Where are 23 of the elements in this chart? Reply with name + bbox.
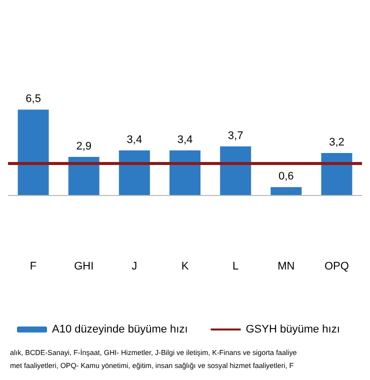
bar <box>321 152 352 195</box>
x-tick-label: J <box>132 260 138 272</box>
x-tick-label: L <box>232 260 239 272</box>
data-label: 6,5 <box>26 93 41 106</box>
data-label: 0,6 <box>278 170 294 183</box>
data-label: 3,7 <box>228 130 244 142</box>
x-tick-label: F <box>30 260 37 272</box>
bar <box>68 156 100 195</box>
legend-label: A10 düzeyinde büyüme hızı <box>52 324 188 336</box>
data-label: 3,4 <box>177 134 193 146</box>
x-tick-label: OPQ <box>324 260 350 272</box>
legend-label: GSYH büyüme hızı <box>246 324 340 336</box>
x-tick-label: MN <box>278 260 295 272</box>
bar <box>118 150 150 195</box>
x-tick-label: K <box>181 260 190 272</box>
bar <box>270 187 302 195</box>
data-label: 2,9 <box>76 140 92 152</box>
data-label: 3,2 <box>329 136 344 148</box>
bar <box>170 150 200 195</box>
x-tick-label: GHI <box>74 260 94 272</box>
bar <box>18 110 49 195</box>
data-label: 3,4 <box>126 134 142 146</box>
bar <box>220 146 252 195</box>
